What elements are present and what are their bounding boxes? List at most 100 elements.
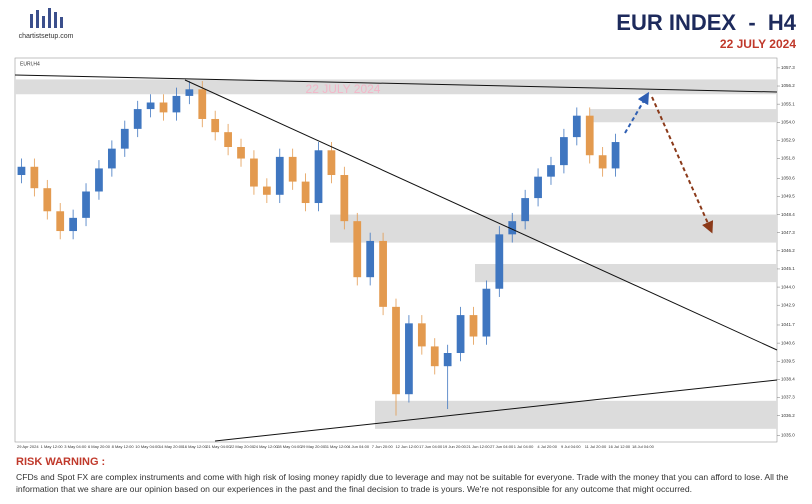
- x-tick-label: 10 May 04:00: [135, 444, 160, 449]
- candle-body: [146, 102, 155, 110]
- trend-lines: [14, 74, 778, 442]
- candle-body: [288, 156, 297, 182]
- x-tick-label: 19 Jun 20:00: [443, 444, 467, 449]
- watermark: 22 JULY 2024: [306, 82, 381, 96]
- price-zone: [330, 214, 777, 243]
- candle-body: [43, 188, 52, 212]
- candle-body: [17, 166, 26, 176]
- candle-body: [237, 146, 245, 159]
- candle-body: [69, 217, 77, 232]
- x-tick-label: 24 May 12:00: [254, 444, 279, 449]
- y-tick-label: 1039.5: [781, 358, 795, 363]
- candle-body: [572, 115, 581, 138]
- y-tick-label: 1037.3: [781, 395, 795, 400]
- risk-title: RISK WARNING :: [16, 456, 106, 468]
- y-tick-label: 1044.0: [781, 284, 795, 289]
- y-tick-label: 1046.2: [781, 248, 795, 253]
- x-tick-label: 17 Jun 04:00: [419, 444, 443, 449]
- projection-arrow-down: [651, 96, 714, 234]
- logo-text: chartistsetup.com: [19, 33, 74, 40]
- candle-body: [560, 137, 568, 166]
- x-tick-label: 22 May 20:00: [230, 444, 255, 449]
- candle-body: [133, 109, 142, 129]
- candle-body: [495, 234, 504, 289]
- x-tick-label: 7 Jun 20:00: [372, 444, 394, 449]
- y-tick-label: 1051.8: [781, 156, 795, 161]
- x-tick-label: 27 Jun 04:00: [490, 444, 514, 449]
- candle-body: [275, 156, 284, 195]
- candle-body: [250, 158, 258, 187]
- x-tick-label: 1 May 12:00: [41, 444, 64, 449]
- y-tick-label: 1042.9: [781, 302, 795, 307]
- candle-body: [301, 181, 310, 204]
- candle-body: [430, 346, 439, 367]
- y-tick-label: 1035.0: [781, 433, 795, 438]
- x-tick-label: 9 Jul 04:00: [561, 444, 581, 449]
- candle-body: [585, 115, 594, 156]
- y-tick-label: 1040.6: [781, 340, 795, 345]
- x-tick-label: 8 May 12:00: [112, 444, 135, 449]
- y-tick-label: 1056.2: [781, 83, 795, 88]
- candle-body: [611, 142, 620, 169]
- y-tick-label: 1041.7: [781, 322, 795, 327]
- x-tick-label: 4 Jul 20:00: [537, 444, 557, 449]
- candle-body: [198, 89, 207, 119]
- x-tick-label: 21 May 04:00: [206, 444, 231, 449]
- candle-body: [211, 118, 220, 133]
- candle-body: [482, 288, 491, 337]
- candle-body: [314, 150, 323, 204]
- candle-body: [327, 150, 336, 176]
- y-tick-label: 1047.3: [781, 230, 795, 235]
- candle-body: [366, 240, 375, 278]
- candle-body: [417, 323, 426, 347]
- trend-line: [14, 74, 778, 93]
- candle-body: [598, 155, 607, 169]
- logo: [30, 8, 63, 28]
- candle-body: [185, 89, 194, 96]
- candle-body: [405, 323, 413, 395]
- y-tick-label: 1050.6: [781, 175, 795, 180]
- candle-body: [547, 165, 555, 177]
- y-tick-label: 1052.9: [781, 138, 795, 143]
- x-tick-label: 29 May 20:00: [301, 444, 326, 449]
- candle-body: [469, 315, 478, 337]
- price-zone: [375, 400, 777, 429]
- trend-line: [184, 79, 778, 351]
- candle-body: [95, 168, 103, 192]
- risk-text: CFDs and Spot FX are complex instruments…: [16, 472, 789, 494]
- candle-body: [392, 306, 400, 395]
- y-tick-label: 1038.4: [781, 377, 795, 382]
- candle-body: [534, 176, 542, 199]
- candle-body: [508, 221, 517, 235]
- x-tick-label: 14 May 20:00: [159, 444, 184, 449]
- y-tick-label: 1048.4: [781, 212, 795, 217]
- x-tick-label: 3 May 04:00: [64, 444, 87, 449]
- x-tick-label: 16 May 12:00: [183, 444, 208, 449]
- candle-body: [107, 148, 116, 169]
- candle-body: [120, 128, 129, 149]
- symbol-label: EURI,H4: [20, 61, 40, 67]
- candle-body: [224, 132, 232, 147]
- price-zone: [590, 109, 777, 123]
- y-tick-label: 1036.2: [781, 413, 795, 418]
- x-tick-label: 21 Jun 12:00: [466, 444, 490, 449]
- candle-body: [262, 186, 271, 195]
- price-zone: [475, 264, 777, 283]
- candle-body: [353, 221, 362, 278]
- x-tick-label: 29 Apr 2024: [17, 444, 39, 449]
- candle-body: [82, 191, 90, 218]
- x-tick-label: 28 May 04:00: [277, 444, 302, 449]
- y-tick-label: 1045.1: [781, 266, 795, 271]
- candle-body: [456, 315, 465, 354]
- candle-body: [159, 102, 168, 113]
- y-tick-label: 1054.0: [781, 119, 795, 124]
- candle-body: [379, 240, 387, 307]
- x-tick-label: 16 Jul 12:00: [608, 444, 631, 449]
- x-tick-label: 12 Jun 12:00: [395, 444, 419, 449]
- candle-body: [443, 353, 452, 367]
- trend-line: [214, 379, 778, 442]
- y-tick-label: 1057.3: [781, 65, 795, 70]
- y-tick-label: 1049.5: [781, 194, 795, 199]
- header-date: 22 JULY 2024: [720, 37, 796, 51]
